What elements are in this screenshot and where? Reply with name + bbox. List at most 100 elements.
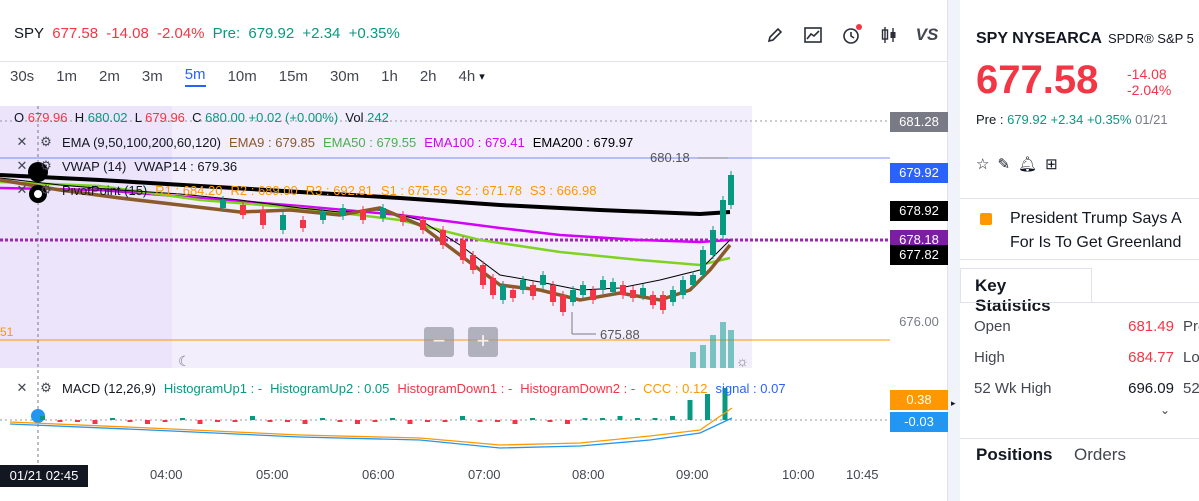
hi-marker-label: 680.18 [650,150,690,165]
ohlc-high: 680.02 [87,110,128,125]
interval-2m[interactable]: 2m [99,67,120,85]
ohlc-h-label: H [74,110,85,125]
macd-hist-down1: HistogramDown1 : - [397,380,513,396]
time-tick: 10:00 [782,467,815,482]
candle-body [470,255,476,270]
settings-icon[interactable]: ⚙ [40,182,52,197]
chevron-down-icon[interactable]: ▾ [479,70,485,83]
compare-vs-button[interactable]: VS [915,25,939,44]
candle-body [670,290,676,302]
alert-dot [856,24,862,30]
chart-area[interactable]: 680.18 675.88 51 ☾ ☼ O 679.96 H 680.02 L 679… [0,90,948,501]
stat-key: High [974,349,1005,366]
alert-clock-icon[interactable] [838,22,864,48]
sun-icon: ☼ [736,353,749,369]
candle-body [520,280,526,290]
macd-histogram-bar [197,420,203,424]
interval-10m[interactable]: 10m [227,67,257,85]
chart-panel: SPY 677.58 -14.08 -2.04% Pre: 679.92 +2.… [0,0,948,501]
premarket-shading [0,106,172,368]
settings-icon[interactable]: ⚙ [40,380,52,395]
price-label-axis: 676.00 [899,314,939,329]
bell-icon[interactable]: 🔔︎ [1018,156,1038,173]
moon-icon: ☾ [178,353,191,369]
sidebar-pre-price: 679.92 [1007,112,1047,127]
trend-chart-icon[interactable] [800,22,826,48]
add-chart-icon[interactable]: ⊞ [1045,156,1058,173]
key-statistics-tab[interactable]: Key Statistics [960,268,1092,315]
interval-15m[interactable]: 15m [278,67,308,85]
stat-extra: Lov [1183,349,1199,366]
zoom-out-button[interactable]: − [424,327,454,357]
interval-1m[interactable]: 1m [56,67,78,85]
stat-row: Open 681.49 Pre [974,318,1199,338]
news-line1: President Trump Says A [1010,210,1182,227]
header-change: -14.08 [106,25,149,42]
candle-body [600,280,606,290]
stat-extra: Pre [1183,318,1199,335]
macd-histogram-bar [40,416,45,420]
star-icon[interactable]: ☆ [976,156,990,173]
ohlc-close: 680.00 [205,110,245,125]
tab-positions[interactable]: Positions [976,445,1053,464]
close-icon[interactable]: ✕ [16,182,28,197]
price-label-vwap: 677.82 [890,245,948,265]
macd-histogram-bar [75,420,80,422]
candle-body [400,215,406,222]
interval-2h[interactable]: 2h [419,67,437,85]
pencil-icon[interactable] [762,22,788,48]
news-icon [980,213,992,225]
settings-icon[interactable]: ⚙ [40,158,52,173]
panel-collapse-handle[interactable]: ▸ [948,0,960,501]
ohlc-l-label: L [134,110,142,125]
time-tick: 04:00 [150,467,183,482]
candle-body [610,282,616,292]
settings-icon[interactable]: ⚙ [40,134,52,149]
close-icon[interactable]: ✕ [16,380,28,395]
macd-histogram-bar [495,420,500,422]
macd-histogram-bar [337,420,343,422]
candle-body [360,210,366,220]
zoom-in-button[interactable]: + [468,327,498,357]
sidebar-change-pct: -2.04% [1127,82,1172,98]
macd-histogram-bar [285,420,290,422]
interval-30m[interactable]: 30m [329,67,360,85]
interval-1h[interactable]: 1h [381,67,398,85]
candle-body [260,210,266,225]
sidebar-price: 677.58 [976,58,1099,102]
note-icon[interactable]: ✎ [997,156,1011,173]
candle-body [700,250,706,275]
news-line2: For Is To Get Greenland [1010,234,1182,251]
interval-4h[interactable]: 4h [458,67,476,85]
header-pre-change: +2.34 [302,25,341,42]
pivot-s2: S2 : 671.78 [455,182,522,198]
sidebar-symbol[interactable]: SPY NYSEARCA SPDR® S&P 5 [976,30,1194,48]
macd-histogram-bar [530,418,535,420]
header-symbol[interactable]: SPY [14,25,45,42]
macd-histogram-bar [232,420,238,422]
volume-bar [690,352,696,368]
interval-3m[interactable]: 3m [141,67,163,85]
macd-histogram-bar [92,420,98,424]
crosshair-time-label: 01/21 02:45 [0,465,88,487]
close-icon[interactable]: ✕ [16,158,28,173]
interval-30s[interactable]: 30s [10,67,35,85]
macd-histogram-bar [267,420,273,422]
candle-body [490,278,496,295]
candle-body [590,290,596,300]
candle-body [550,285,556,302]
ohlc-vol-label: Vol [345,110,364,125]
pivot-s3: S3 : 666.98 [529,182,597,198]
candle-body [480,265,486,285]
candle-body [340,208,346,216]
interval-5m[interactable]: 5m [184,66,206,87]
close-icon[interactable]: ✕ [16,134,28,149]
candlestick-icon[interactable] [876,22,902,48]
news-headline[interactable]: President Trump Says A For Is To Get Gree… [960,198,1199,260]
chevron-down-icon[interactable]: ⌄ [1160,403,1171,417]
price-chart-canvas[interactable]: 680.18 675.88 51 ☾ ☼ [0,90,948,501]
tab-orders[interactable]: Orders [1074,445,1126,464]
time-axis[interactable]: 04:00 05:00 06:00 07:00 08:00 09:00 10:00 10:45 [0,467,890,501]
ohlc-change: +0.02 (+0.00%) [248,110,339,125]
ohlc-low: 679.96 [145,110,185,125]
